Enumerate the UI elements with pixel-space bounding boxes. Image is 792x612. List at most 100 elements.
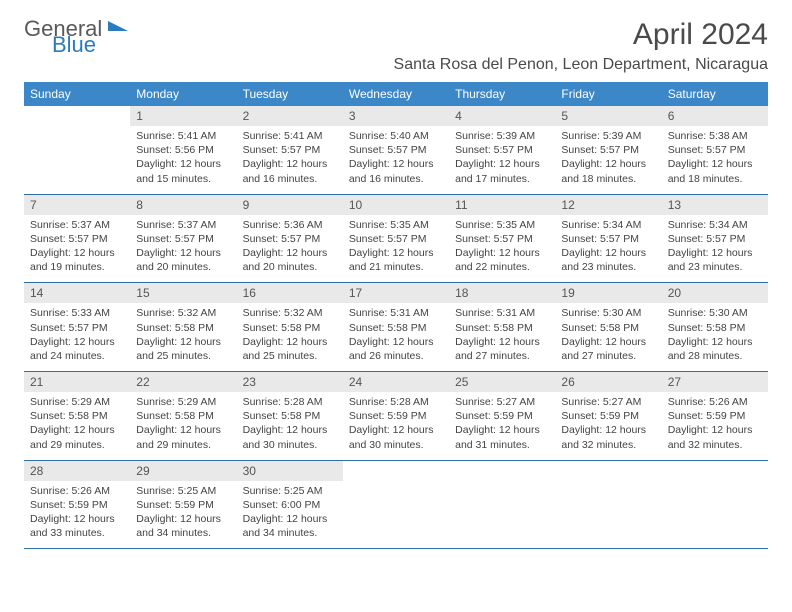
- sunset-time: 5:58 PM: [706, 322, 745, 334]
- daylight-text: 12 hours and 25 minutes.: [243, 336, 328, 362]
- sunrise-time: 5:27 AM: [497, 396, 536, 408]
- calendar-cell: 13Sunrise: 5:34 AMSunset: 5:57 PMDayligh…: [662, 194, 768, 283]
- daylight-text: 12 hours and 18 minutes.: [561, 158, 646, 184]
- day-details: Sunrise: 5:25 AMSunset: 6:00 PMDaylight:…: [237, 481, 343, 549]
- sunrise-time: 5:30 AM: [603, 307, 642, 319]
- day-number: 23: [237, 372, 343, 392]
- day-number: 29: [130, 461, 236, 481]
- day-details: Sunrise: 5:32 AMSunset: 5:58 PMDaylight:…: [237, 303, 343, 371]
- day-details: Sunrise: 5:29 AMSunset: 5:58 PMDaylight:…: [24, 392, 130, 460]
- calendar-cell: 30Sunrise: 5:25 AMSunset: 6:00 PMDayligh…: [237, 460, 343, 549]
- day-details: Sunrise: 5:31 AMSunset: 5:58 PMDaylight:…: [343, 303, 449, 371]
- sunrise-time: 5:39 AM: [603, 130, 642, 142]
- calendar-cell: 27Sunrise: 5:26 AMSunset: 5:59 PMDayligh…: [662, 372, 768, 461]
- day-details: Sunrise: 5:41 AMSunset: 5:57 PMDaylight:…: [237, 126, 343, 194]
- calendar-cell: 20Sunrise: 5:30 AMSunset: 5:58 PMDayligh…: [662, 283, 768, 372]
- day-number: 26: [555, 372, 661, 392]
- sunset-time: 5:57 PM: [69, 322, 108, 334]
- day-details: Sunrise: 5:35 AMSunset: 5:57 PMDaylight:…: [343, 215, 449, 283]
- day-number: 7: [24, 195, 130, 215]
- day-number: 30: [237, 461, 343, 481]
- sunrise-time: 5:39 AM: [497, 130, 536, 142]
- dow-header: Monday: [130, 82, 236, 106]
- daylight-text: 12 hours and 24 minutes.: [30, 336, 115, 362]
- calendar-week-row: 14Sunrise: 5:33 AMSunset: 5:57 PMDayligh…: [24, 283, 768, 372]
- day-number: 6: [662, 106, 768, 126]
- calendar-cell: 9Sunrise: 5:36 AMSunset: 5:57 PMDaylight…: [237, 194, 343, 283]
- day-details: Sunrise: 5:35 AMSunset: 5:57 PMDaylight:…: [449, 215, 555, 283]
- calendar-cell: 14Sunrise: 5:33 AMSunset: 5:57 PMDayligh…: [24, 283, 130, 372]
- calendar-cell: 24Sunrise: 5:28 AMSunset: 5:59 PMDayligh…: [343, 372, 449, 461]
- sunrise-time: 5:25 AM: [284, 485, 323, 497]
- daylight-text: 12 hours and 34 minutes.: [243, 513, 328, 539]
- calendar-cell: 7Sunrise: 5:37 AMSunset: 5:57 PMDaylight…: [24, 194, 130, 283]
- calendar-cell: 15Sunrise: 5:32 AMSunset: 5:58 PMDayligh…: [130, 283, 236, 372]
- sunrise-time: 5:28 AM: [390, 396, 429, 408]
- day-number: 16: [237, 283, 343, 303]
- daylight-text: 12 hours and 19 minutes.: [30, 247, 115, 273]
- day-details: Sunrise: 5:28 AMSunset: 5:58 PMDaylight:…: [237, 392, 343, 460]
- daylight-text: 12 hours and 18 minutes.: [668, 158, 753, 184]
- sunrise-time: 5:28 AM: [284, 396, 323, 408]
- sunset-time: 5:57 PM: [281, 144, 320, 156]
- sunset-time: 5:59 PM: [69, 499, 108, 511]
- calendar-cell: 28Sunrise: 5:26 AMSunset: 5:59 PMDayligh…: [24, 460, 130, 549]
- daylight-text: 12 hours and 16 minutes.: [349, 158, 434, 184]
- sunset-time: 5:57 PM: [494, 144, 533, 156]
- day-details: Sunrise: 5:37 AMSunset: 5:57 PMDaylight:…: [24, 215, 130, 283]
- day-details: Sunrise: 5:29 AMSunset: 5:58 PMDaylight:…: [130, 392, 236, 460]
- daylight-text: 12 hours and 20 minutes.: [243, 247, 328, 273]
- day-number: 3: [343, 106, 449, 126]
- daylight-text: 12 hours and 16 minutes.: [243, 158, 328, 184]
- dow-header: Sunday: [24, 82, 130, 106]
- day-number: 2: [237, 106, 343, 126]
- sunrise-time: 5:33 AM: [71, 307, 110, 319]
- daylight-text: 12 hours and 21 minutes.: [349, 247, 434, 273]
- day-number: 15: [130, 283, 236, 303]
- day-number: 13: [662, 195, 768, 215]
- sunrise-time: 5:32 AM: [178, 307, 217, 319]
- day-number: 25: [449, 372, 555, 392]
- sunrise-time: 5:35 AM: [497, 219, 536, 231]
- daylight-text: 12 hours and 33 minutes.: [30, 513, 115, 539]
- sunrise-time: 5:25 AM: [178, 485, 217, 497]
- day-details: Sunrise: 5:38 AMSunset: 5:57 PMDaylight:…: [662, 126, 768, 194]
- day-number: 21: [24, 372, 130, 392]
- calendar-cell: 12Sunrise: 5:34 AMSunset: 5:57 PMDayligh…: [555, 194, 661, 283]
- calendar-cell: 26Sunrise: 5:27 AMSunset: 5:59 PMDayligh…: [555, 372, 661, 461]
- calendar-cell: 8Sunrise: 5:37 AMSunset: 5:57 PMDaylight…: [130, 194, 236, 283]
- daylight-text: 12 hours and 20 minutes.: [136, 247, 221, 273]
- sunrise-time: 5:31 AM: [390, 307, 429, 319]
- day-details: Sunrise: 5:26 AMSunset: 5:59 PMDaylight:…: [24, 481, 130, 549]
- day-number: 18: [449, 283, 555, 303]
- daylight-text: 12 hours and 30 minutes.: [349, 424, 434, 450]
- sunrise-time: 5:40 AM: [390, 130, 429, 142]
- calendar-week-row: 28Sunrise: 5:26 AMSunset: 5:59 PMDayligh…: [24, 460, 768, 549]
- calendar-table: Sunday Monday Tuesday Wednesday Thursday…: [24, 82, 768, 549]
- calendar-cell: [555, 460, 661, 549]
- sunset-time: 5:57 PM: [175, 233, 214, 245]
- day-details: Sunrise: 5:28 AMSunset: 5:59 PMDaylight:…: [343, 392, 449, 460]
- sunrise-time: 5:35 AM: [390, 219, 429, 231]
- daylight-text: 12 hours and 23 minutes.: [668, 247, 753, 273]
- day-number: 12: [555, 195, 661, 215]
- day-details: Sunrise: 5:40 AMSunset: 5:57 PMDaylight:…: [343, 126, 449, 194]
- sunset-time: 5:58 PM: [600, 322, 639, 334]
- sunrise-time: 5:38 AM: [709, 130, 748, 142]
- sunset-time: 5:59 PM: [175, 499, 214, 511]
- calendar-week-row: 1Sunrise: 5:41 AMSunset: 5:56 PMDaylight…: [24, 106, 768, 194]
- calendar-cell: 11Sunrise: 5:35 AMSunset: 5:57 PMDayligh…: [449, 194, 555, 283]
- day-number: 5: [555, 106, 661, 126]
- day-details: Sunrise: 5:27 AMSunset: 5:59 PMDaylight:…: [555, 392, 661, 460]
- calendar-cell: [449, 460, 555, 549]
- day-details: Sunrise: 5:27 AMSunset: 5:59 PMDaylight:…: [449, 392, 555, 460]
- sunset-time: 5:58 PM: [281, 410, 320, 422]
- calendar-cell: 5Sunrise: 5:39 AMSunset: 5:57 PMDaylight…: [555, 106, 661, 194]
- day-details: Sunrise: 5:30 AMSunset: 5:58 PMDaylight:…: [555, 303, 661, 371]
- day-details: Sunrise: 5:30 AMSunset: 5:58 PMDaylight:…: [662, 303, 768, 371]
- daylight-text: 12 hours and 29 minutes.: [30, 424, 115, 450]
- day-number: 24: [343, 372, 449, 392]
- sunset-time: 5:58 PM: [175, 322, 214, 334]
- sunset-time: 5:57 PM: [494, 233, 533, 245]
- calendar-cell: [662, 460, 768, 549]
